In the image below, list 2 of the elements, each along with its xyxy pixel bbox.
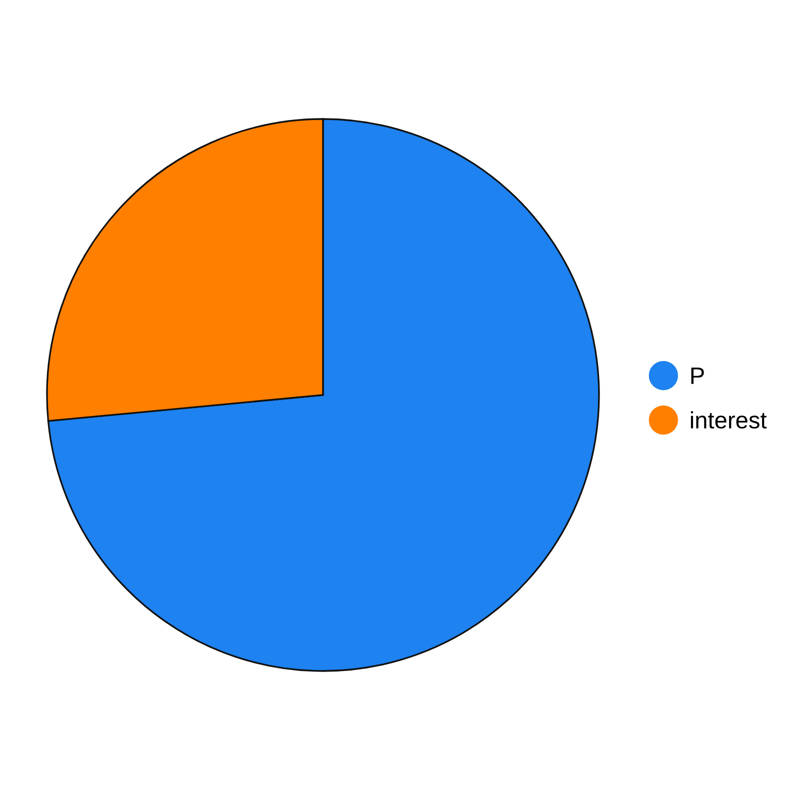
legend-label: P [691, 368, 704, 384]
legend-label: interest [690, 411, 767, 429]
